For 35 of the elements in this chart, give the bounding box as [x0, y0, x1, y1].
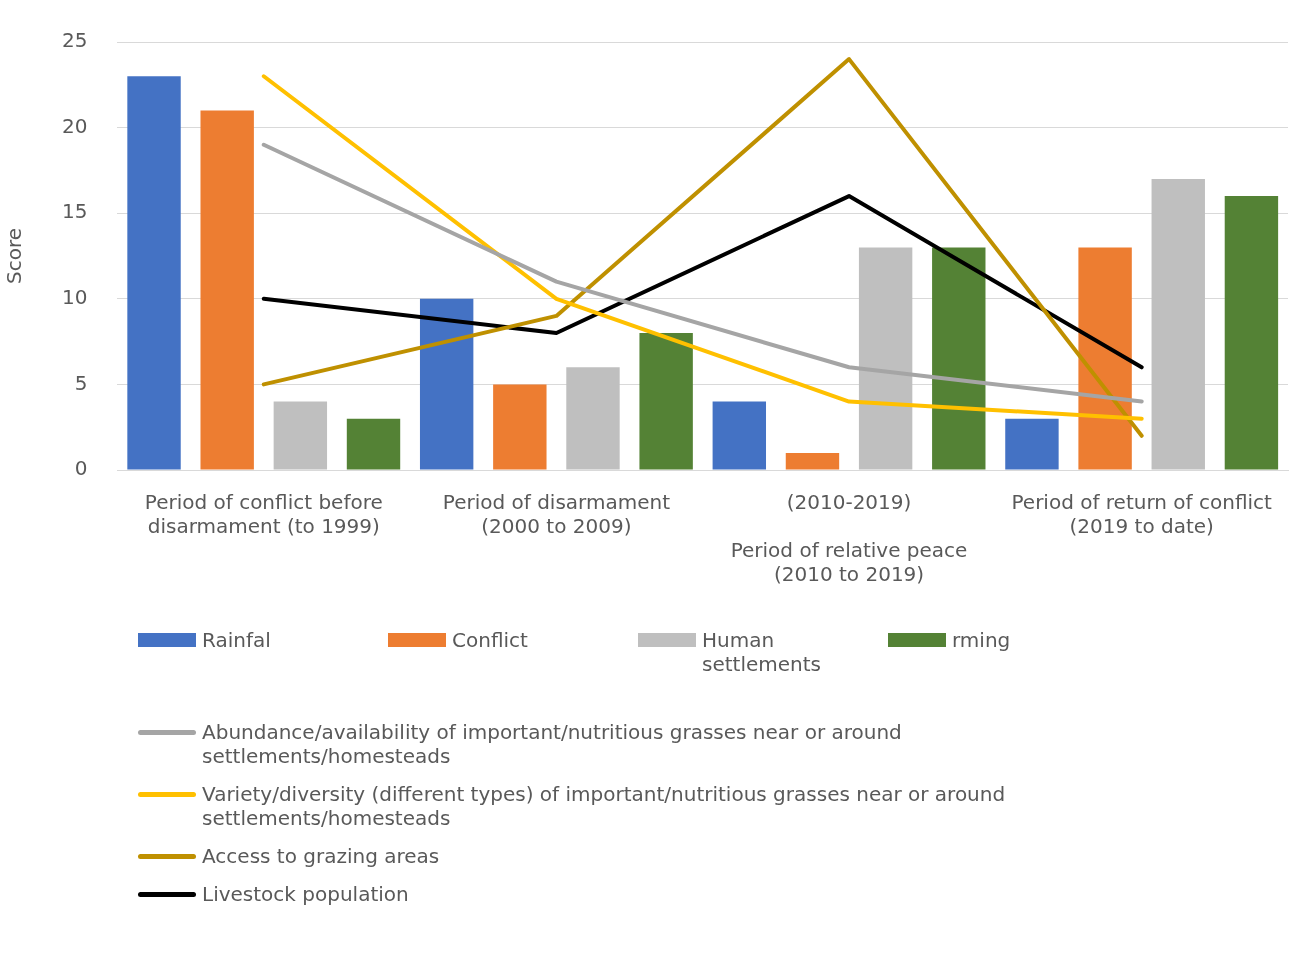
legend-label: Rainfal	[202, 628, 271, 652]
legend-label: Conflict	[452, 628, 528, 652]
bar	[932, 247, 986, 470]
y-tick-label: 0	[74, 456, 88, 481]
y-tick-label: 5	[74, 370, 88, 395]
legend-label: rming	[952, 628, 1011, 652]
category-label: (2010-2019) Period of relative peace (2010 to 2019)	[730, 490, 968, 587]
x-tick-label: Period of disarmament (2000 to 2009)	[442, 490, 671, 539]
legend-label: Variety/diversity (different types) of important/nutritious grasses near or around settlements/homesteads	[202, 782, 1007, 830]
bar	[1224, 196, 1279, 470]
bar	[346, 418, 401, 470]
bar	[785, 452, 840, 470]
bar	[858, 247, 913, 470]
x-tick-label: Period of conflict before disarmament (to 1999)	[144, 490, 383, 539]
bar	[127, 76, 181, 470]
legend-label: Access to grazing areas	[202, 844, 440, 868]
bar	[419, 298, 474, 470]
x-tick-label: Period of return of conflict (2019 to date)	[1011, 490, 1273, 539]
legend-label: Livestock population	[202, 882, 409, 906]
legend-label: Human settlements	[702, 628, 822, 676]
bar	[639, 333, 693, 470]
bar	[1005, 418, 1059, 470]
bar	[712, 401, 767, 470]
y-axis-title: Score	[2, 227, 27, 285]
bar	[1078, 247, 1132, 470]
bar	[1151, 178, 1205, 470]
legend-label: Abundance/availability of important/nutritious grasses near or around settlements/homesteads	[202, 720, 903, 768]
y-tick-label: 20	[62, 113, 88, 138]
bar	[566, 367, 620, 470]
y-tick-label: 10	[62, 285, 88, 309]
y-tick-label: 25	[62, 28, 88, 53]
bar	[493, 384, 547, 470]
bar	[273, 401, 328, 470]
bar	[200, 110, 254, 470]
y-tick-label: 15	[62, 199, 88, 224]
